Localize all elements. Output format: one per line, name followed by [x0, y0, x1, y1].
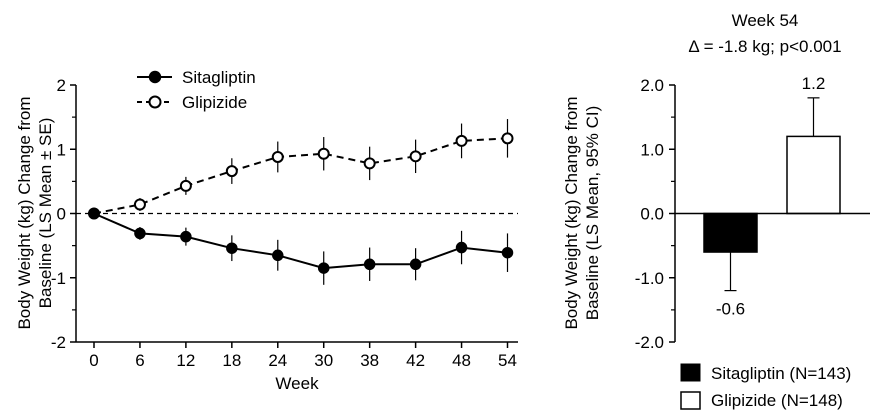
line-chart-xlabel: Week [275, 374, 319, 393]
line-chart-ytick-label: 1 [57, 140, 66, 159]
sitagliptin-data-point [455, 241, 468, 254]
bar-chart-ytick-label: 1.0 [640, 140, 664, 159]
bar-chart-legend: Sitagliptin (N=143) Glipizide (N=148) [680, 363, 851, 410]
line-chart-xtick-label: 42 [406, 351, 425, 370]
sitagliptin-data-point [134, 227, 146, 240]
bar-chart-marks [669, 84, 870, 343]
bar-chart-ytick-label: 0.0 [640, 205, 664, 224]
bar-chart-ylabel-line1: Body Weight (kg) Change from [562, 96, 581, 329]
line-chart-xtick-label: 24 [268, 351, 287, 370]
legend-glipizide-bar-label: Glipizide (N=148) [711, 391, 843, 410]
sitagliptin-data-point [501, 246, 514, 259]
bar-chart: Week 54 Δ = -1.8 kg; p<0.001 Body Weight… [562, 11, 870, 410]
line-chart-marks [70, 84, 518, 348]
glipizide-data-point [455, 134, 468, 147]
glipizide-data-point [271, 150, 284, 163]
legend-sitagliptin-swatch [680, 363, 701, 382]
sitagliptin-data-point [363, 258, 376, 271]
line-chart-ytick-label: -1 [51, 269, 66, 288]
line-chart-xtick-label: 48 [452, 351, 471, 370]
bar-value-label-sitagliptin: -0.6 [716, 300, 745, 319]
line-chart: Body Weight (kg) Change from Baseline (L… [15, 68, 518, 393]
bar-glipizide [786, 135, 841, 215]
glipizide-data-point [501, 132, 514, 145]
glipizide-data-point [133, 198, 146, 211]
line-chart-ytick-label: -2 [51, 333, 66, 352]
legend-glipizide-swatch [680, 391, 701, 410]
line-chart-xtick-label: 12 [176, 351, 195, 370]
glipizide-data-point [409, 150, 422, 163]
line-chart-xtick-label: 30 [314, 351, 333, 370]
bar-chart-ytick-label: -1.0 [635, 269, 664, 288]
line-chart-ylabel-line2: Baseline (LS Mean ± SE) [36, 118, 55, 309]
sitagliptin-data-point [317, 262, 330, 274]
legend-sitagliptin-marker [148, 70, 162, 84]
bar-chart-title-line2: Δ = -1.8 kg; p<0.001 [688, 37, 841, 56]
glipizide-series-line [93, 137, 508, 215]
glipizide-data-point [225, 165, 238, 178]
legend-glipizide-marker [148, 95, 162, 109]
bar-value-label-glipizide: 1.2 [802, 74, 826, 93]
line-chart-xtick-label: 0 [89, 351, 98, 370]
bar-sitagliptin [703, 212, 758, 253]
line-chart-xtick-label: 38 [360, 351, 379, 370]
sitagliptin-data-point [88, 207, 100, 220]
sitagliptin-series-line [93, 212, 508, 270]
line-chart-xtick-label: 54 [498, 351, 517, 370]
legend-sitagliptin-bar-label: Sitagliptin (N=143) [711, 364, 851, 383]
glipizide-data-point [317, 147, 330, 160]
bar-chart-ytick-label: 2.0 [640, 76, 664, 95]
bar-chart-ylabel-line2: Baseline (LS Mean, 95% CI) [583, 106, 602, 321]
sitagliptin-data-point [409, 258, 422, 271]
glipizide-data-point [179, 179, 192, 192]
sitagliptin-data-point [180, 230, 192, 243]
line-chart-ytick-label: 2 [57, 76, 66, 95]
legend-glipizide-label: Glipizide [182, 93, 247, 112]
line-chart-ytick-label: 0 [57, 205, 66, 224]
sitagliptin-data-point [272, 249, 284, 262]
line-chart-xtick-label: 6 [135, 351, 144, 370]
glipizide-data-point [363, 157, 376, 170]
bar-chart-ytick-label: -2.0 [635, 333, 664, 352]
line-chart-legend: Sitagliptin Glipizide [137, 68, 256, 112]
line-chart-xtick-label: 18 [222, 351, 241, 370]
legend-sitagliptin-label: Sitagliptin [182, 68, 256, 87]
bar-chart-title-line1: Week 54 [732, 11, 799, 30]
sitagliptin-data-point [226, 242, 238, 254]
line-chart-ylabel-line1: Body Weight (kg) Change from [15, 96, 34, 329]
